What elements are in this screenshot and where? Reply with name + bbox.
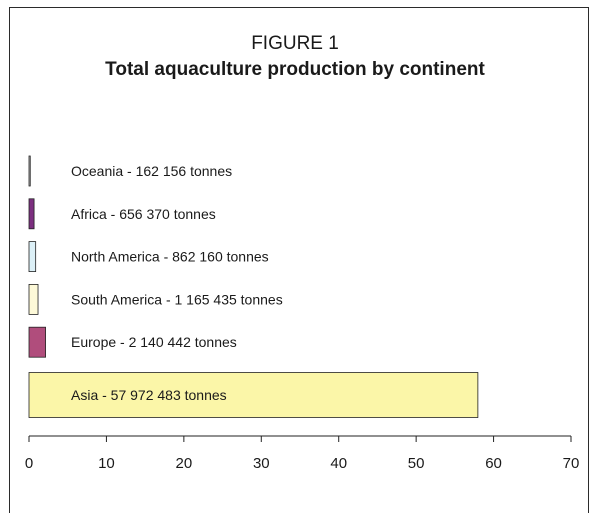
x-tick-label: 50 [408, 455, 425, 472]
x-tick-label: 0 [25, 455, 33, 472]
chart-title: Total aquaculture production by continen… [105, 59, 485, 80]
x-tick-label: 60 [485, 455, 502, 472]
bar-south-america [28, 283, 39, 315]
bar-africa [28, 198, 35, 230]
data-label-asia: Asia - 57 972 483 tonnes [71, 387, 227, 403]
x-tick-label: 10 [98, 455, 115, 472]
bar-north-america [28, 241, 37, 273]
data-label-north-america: North America - 862 160 tonnes [71, 249, 269, 265]
x-tick-label: 30 [253, 455, 270, 472]
data-label-south-america: South America - 1 165 435 tonnes [71, 291, 283, 307]
x-tick-label: 20 [176, 455, 193, 472]
x-axis: 0 10 20 30 40 50 60 70 [25, 435, 580, 472]
x-tick-label: 70 [563, 455, 580, 472]
data-label-oceania: Oceania - 162 156 tonnes [71, 163, 232, 179]
bars-group [28, 155, 479, 418]
bar-labels-group: Asia - 57 972 483 tonnes Europe - 2 140 4… [71, 163, 283, 403]
figure-frame [9, 7, 589, 513]
figure-label: FIGURE 1 [251, 33, 339, 54]
x-tick-label: 40 [330, 455, 347, 472]
bar-oceania [28, 155, 31, 187]
data-label-europe: Europe - 2 140 442 tonnes [71, 334, 237, 350]
bar-asia [28, 372, 479, 418]
bar-europe [28, 326, 46, 358]
data-label-africa: Africa - 656 370 tonnes [71, 206, 216, 222]
